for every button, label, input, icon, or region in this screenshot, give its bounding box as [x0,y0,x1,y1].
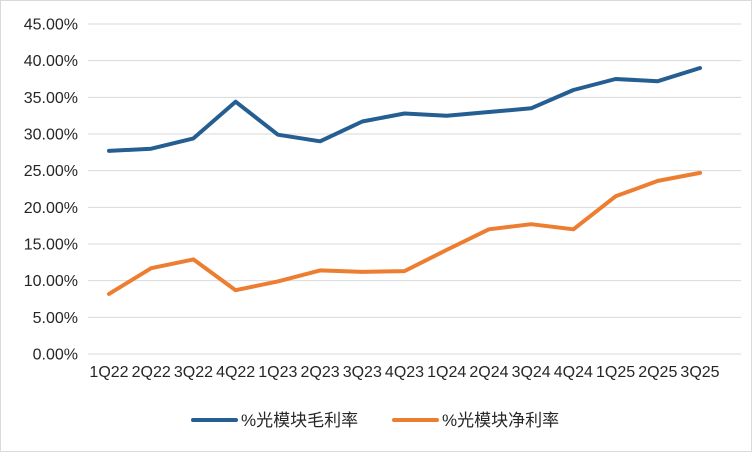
x-tick-label: 1Q22 [89,364,128,381]
series-lines [107,66,702,296]
y-tick-label: 25.00% [24,163,78,180]
series-line-1 [107,170,702,296]
y-tick-label: 35.00% [24,90,78,107]
gridlines [88,23,741,355]
legend: %光模块毛利率 %光模块净利率 [191,411,559,430]
y-tick-label: 20.00% [24,200,78,217]
y-tick-label: 30.00% [24,127,78,144]
y-tick-label: 10.00% [24,273,78,290]
legend-label-net-margin: %光模块净利率 [442,411,559,430]
y-tick-label: 0.00% [33,347,78,364]
x-tick-label: 2Q22 [132,364,171,381]
y-tick-label: 45.00% [24,17,78,34]
y-tick-label: 5.00% [33,310,78,327]
x-tick-label: 4Q22 [216,364,255,381]
x-tick-label: 3Q25 [680,364,719,381]
x-tick-label: 1Q25 [596,364,635,381]
x-axis-labels: 1Q22 2Q22 3Q22 4Q22 1Q23 2Q23 3Q23 4Q23 1Q24 2Q24… [89,364,719,381]
x-tick-label: 3Q22 [174,364,213,381]
x-tick-label: 2Q24 [469,364,508,381]
x-tick-label: 4Q24 [554,364,593,381]
x-tick-label: 2Q25 [638,364,677,381]
x-tick-label: 1Q24 [427,364,466,381]
series-line-0 [107,66,702,153]
x-tick-label: 3Q23 [343,364,382,381]
legend-label-gross-margin: %光模块毛利率 [241,411,358,430]
x-tick-label: 3Q24 [512,364,551,381]
x-tick-label: 2Q23 [301,364,340,381]
y-tick-label: 40.00% [24,53,78,70]
x-tick-label: 1Q23 [258,364,297,381]
x-tick-label: 4Q23 [385,364,424,381]
y-tick-label: 15.00% [24,237,78,254]
y-axis-labels: 45.00% 40.00% 35.00% 30.00% 25.00% 20.00% 15.0… [24,17,78,364]
